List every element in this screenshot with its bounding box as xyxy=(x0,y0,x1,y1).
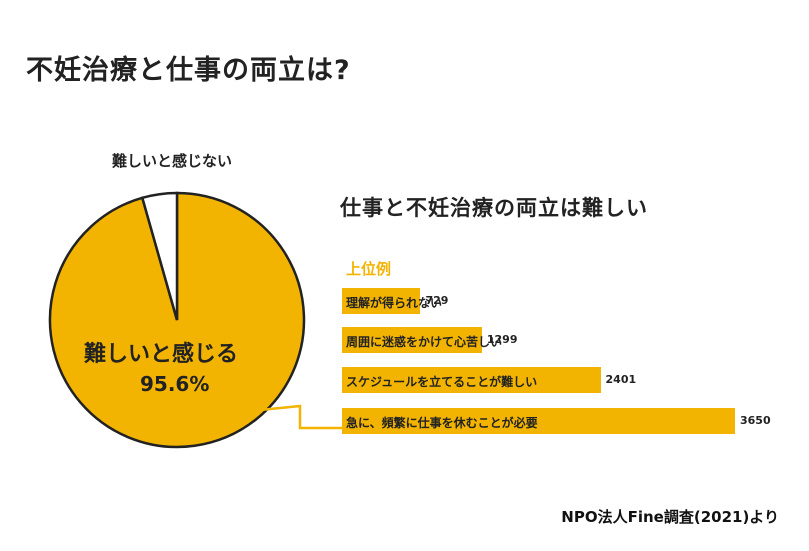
pie-slice-1 xyxy=(140,191,179,321)
bar-3 xyxy=(342,408,735,434)
bar-value-0: 729 xyxy=(425,294,449,307)
source-note: NPO法人Fine調査(2021)より xyxy=(561,508,779,526)
bar-0 xyxy=(342,288,421,314)
bar-chart-subtitle: 上位例 xyxy=(346,260,392,278)
pie-label-not-difficult: 難しいと感じない xyxy=(112,152,233,170)
bar-value-2: 2401 xyxy=(605,373,637,386)
leader-line xyxy=(249,404,344,430)
bar-label-2: スケジュールを立てることが難しい xyxy=(346,375,538,389)
bar-1 xyxy=(342,327,482,353)
pie-label-difficult: 難しいと感じる xyxy=(84,342,239,367)
bar-value-1: 1299 xyxy=(486,333,518,346)
bar-chart-title: 仕事と不妊治療の両立は難しい xyxy=(340,196,648,220)
bar-label-1: 周囲に迷惑をかけて心苦しい xyxy=(346,335,503,349)
pie-value-difficult: 95.6% xyxy=(140,372,210,396)
bar-value-3: 3650 xyxy=(740,414,771,427)
bar-label-3: 急に、頻繁に仕事を休むことが必要 xyxy=(346,416,538,430)
page-title: 不妊治療と仕事の両立は? xyxy=(26,55,351,86)
bar-2 xyxy=(342,367,601,393)
bar-label-0: 理解が得られない xyxy=(346,296,443,310)
